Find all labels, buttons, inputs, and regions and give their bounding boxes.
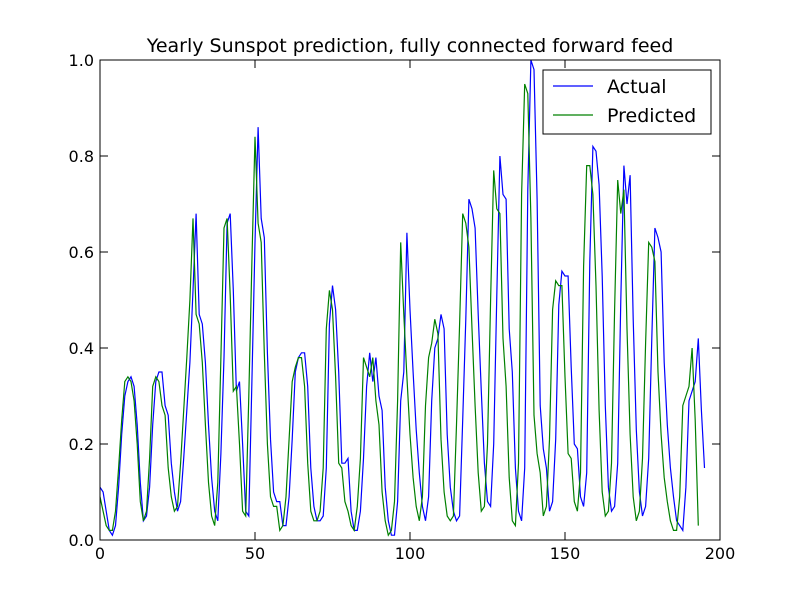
series-line-actual xyxy=(99,59,706,537)
ticks-layer: 0 50 100 150 200 0.0 0.2 0.4 0.6 0.8 1.0 xyxy=(69,51,736,563)
y-tick-label: 0.2 xyxy=(69,435,94,454)
y-tick-label: 0.6 xyxy=(69,243,94,262)
y-tick-label: 0.4 xyxy=(69,339,94,358)
y-tick-label: 0.0 xyxy=(69,531,94,550)
x-tick-label: 50 xyxy=(245,544,265,563)
series-layer xyxy=(99,59,706,537)
legend-box xyxy=(542,69,712,135)
x-tick-label: 100 xyxy=(395,544,426,563)
legend-label-actual: Actual xyxy=(607,76,667,98)
x-tick-label: 150 xyxy=(550,544,581,563)
x-tick-label: 200 xyxy=(705,544,736,563)
y-tick-label: 0.8 xyxy=(69,147,94,166)
y-tick-label: 1.0 xyxy=(69,51,94,70)
x-tick-label: 0 xyxy=(95,544,105,563)
series-line-predicted xyxy=(99,83,699,537)
legend: Actual Predicted xyxy=(542,69,712,135)
legend-label-predicted: Predicted xyxy=(607,105,696,127)
chart-title: Yearly Sunspot prediction, fully connect… xyxy=(146,35,674,57)
